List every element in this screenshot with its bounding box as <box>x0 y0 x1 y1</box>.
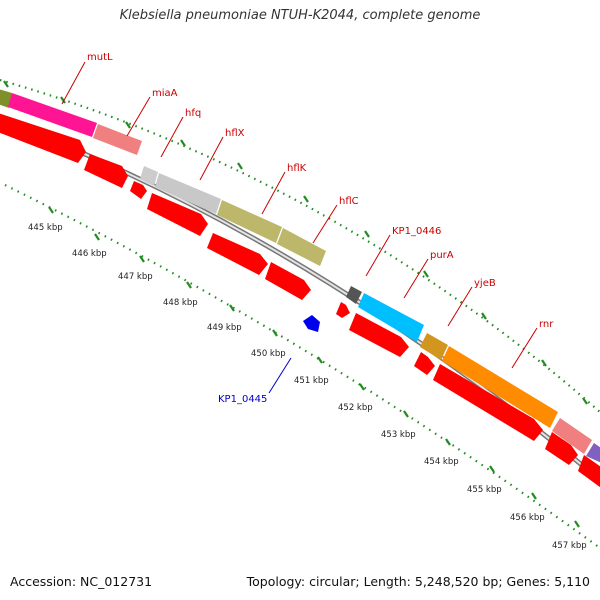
gene-label-purA: purA <box>430 250 454 261</box>
gene-feature-miaA <box>93 124 142 155</box>
tick-label: 447 kbp <box>118 272 153 282</box>
gene-feature-hflX <box>155 173 221 214</box>
gene-feature-hflK <box>217 200 282 243</box>
cds-arrow <box>130 181 147 199</box>
tick-label: 456 kbp <box>510 513 545 523</box>
gene-label-mutL: mutL <box>87 52 113 63</box>
gene-label-rnr: rnr <box>539 319 554 330</box>
gene-label-hflX: hflX <box>225 128 245 139</box>
gene-feature-mutL <box>8 93 97 137</box>
gene-feature-purA <box>358 293 424 342</box>
gene-feature-pink-right <box>552 418 592 454</box>
tick-label: 451 kbp <box>294 376 329 386</box>
reverse-label-leader <box>268 357 292 394</box>
cds-arrow <box>265 262 311 300</box>
inner-tick-marks <box>48 206 580 528</box>
tick-label: 452 kbp <box>338 403 373 413</box>
cds-arrow <box>349 313 409 357</box>
gene-feature-band <box>0 89 600 463</box>
tick-label: 446 kbp <box>72 249 107 259</box>
gene-feature-rnr <box>442 346 558 428</box>
gene-label-hflK: hflK <box>287 163 307 174</box>
reverse-gene-KP1_0445 <box>303 315 320 332</box>
cds-arrow <box>433 364 543 441</box>
gene-feature-KP1_0446 <box>346 286 362 304</box>
gene-label-leaders <box>61 61 538 369</box>
gene-label-hflC: hflC <box>339 196 359 207</box>
tick-label: 450 kbp <box>251 349 286 359</box>
cds-arrow <box>84 154 128 188</box>
gene-feature-yjeB <box>420 333 448 360</box>
gene-label-miaA: miaA <box>152 88 178 99</box>
outer-tick-marks <box>3 80 588 405</box>
cds-forward-track <box>0 113 600 488</box>
tick-label: 454 kbp <box>424 457 459 467</box>
gene-feature-hfq <box>140 166 158 186</box>
gene-feature-hflC <box>277 228 326 266</box>
genome-summary-text: Topology: circular; Length: 5,248,520 bp… <box>246 574 590 589</box>
tick-label: 455 kbp <box>467 485 502 495</box>
cds-arrow <box>147 193 208 236</box>
cds-arrow <box>0 113 86 163</box>
accession-text: Accession: NC_012731 <box>10 574 153 589</box>
gene-feature-purple-right <box>586 443 600 463</box>
cds-arrow <box>207 233 268 275</box>
tick-labels: 445 kbp 446 kbp 447 kbp 448 kbp 449 kbp … <box>28 223 587 551</box>
tick-label: 445 kbp <box>28 223 63 233</box>
forward-gene-labels: mutL miaA hfq hflX hflK hflC KP1_0446 pu… <box>87 52 554 330</box>
tick-label: 457 kbp <box>552 541 587 551</box>
gene-label-hfq: hfq <box>185 108 201 119</box>
gene-label-yjeB: yjeB <box>474 278 496 289</box>
cds-arrow <box>578 455 600 488</box>
cds-arrow <box>336 302 350 318</box>
tick-label: 448 kbp <box>163 298 198 308</box>
gene-label-KP1_0446: KP1_0446 <box>392 226 441 237</box>
gene-feature-olive-left <box>0 89 12 108</box>
gene-label-KP1_0445: KP1_0445 <box>218 394 267 405</box>
tick-label: 449 kbp <box>207 323 242 333</box>
cds-arrow <box>545 432 578 465</box>
map-title: Klebsiella pneumoniae NTUH-K2044, comple… <box>119 8 481 23</box>
cds-arrow <box>414 352 435 375</box>
tick-label: 453 kbp <box>381 430 416 440</box>
